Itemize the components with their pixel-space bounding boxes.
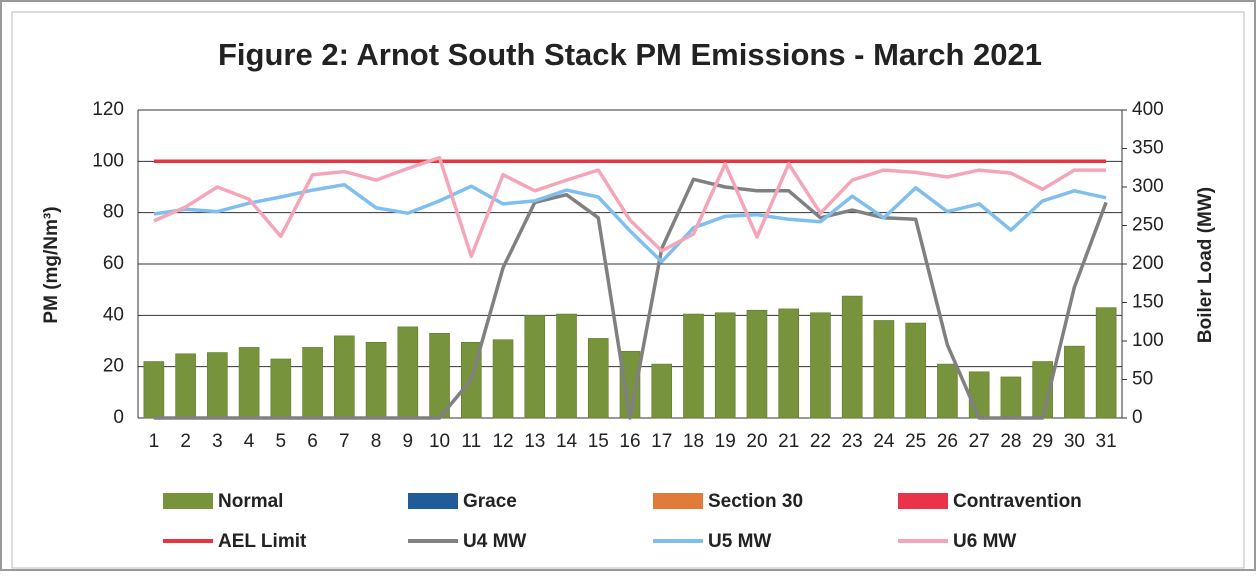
x-tick-label: 20 (746, 431, 767, 452)
bar (778, 308, 800, 419)
legend-swatch (898, 493, 948, 509)
x-tick-label: 24 (873, 431, 895, 452)
legend-label: U5 MW (708, 531, 771, 552)
line-series (153, 182, 1107, 264)
y2-tick-label: 350 (1132, 138, 1164, 159)
y-tick-label: 80 (103, 202, 124, 223)
bar (746, 309, 768, 419)
bar (524, 315, 546, 419)
x-tick-label: 1 (149, 431, 160, 452)
legend-label: U4 MW (463, 531, 526, 552)
bar (873, 320, 895, 419)
y-tick-label: 120 (92, 99, 124, 120)
x-tick-label: 22 (810, 431, 831, 452)
x-tick-label: 3 (212, 431, 223, 452)
x-tick-label: 27 (969, 431, 990, 452)
x-tick-label: 26 (937, 431, 958, 452)
bar (810, 312, 831, 419)
y2-tick-label: 50 (1132, 369, 1153, 390)
x-tick-label: 10 (429, 431, 450, 452)
x-tick-label: 15 (588, 431, 609, 452)
x-tick-label: 6 (307, 431, 318, 452)
y2-tick-label: 400 (1132, 99, 1164, 120)
y-axis-title: PM (mg/Nm³) (41, 206, 62, 323)
x-tick-label: 7 (339, 431, 350, 452)
bar (334, 335, 355, 419)
y2-tick-label: 250 (1132, 215, 1164, 236)
line-series (153, 177, 1108, 420)
bar (1095, 307, 1117, 419)
bar (143, 361, 165, 419)
bar (587, 338, 609, 419)
legend-label: U6 MW (953, 531, 1016, 552)
chart-border (11, 11, 1245, 569)
y2-tick-label: 100 (1132, 330, 1164, 351)
bar (492, 339, 514, 419)
x-tick-label: 28 (1000, 431, 1021, 452)
bar (1000, 376, 1022, 419)
bar (270, 358, 292, 419)
y2-axis-title: Boiler Load (MW) (1195, 187, 1216, 343)
x-tick-label: 4 (244, 431, 255, 452)
legend-swatch (163, 493, 213, 509)
x-tick-label: 13 (524, 431, 545, 452)
y2-tick-label: 200 (1132, 253, 1164, 274)
y-tick-label: 20 (103, 356, 124, 377)
bar (238, 347, 260, 419)
legend-label: Normal (218, 491, 283, 512)
bar (651, 363, 673, 419)
y-tick-label: 60 (103, 253, 124, 274)
y2-tick-label: 150 (1132, 292, 1164, 313)
x-tick-label: 25 (905, 431, 926, 452)
legend-swatch (408, 493, 458, 509)
x-tick-label: 21 (778, 431, 799, 452)
x-tick-label: 11 (461, 431, 481, 452)
line-series (153, 155, 1107, 259)
legend-label: Contravention (953, 491, 1082, 512)
x-tick-label: 12 (492, 431, 513, 452)
x-tick-label: 16 (619, 431, 640, 452)
x-tick-label: 30 (1064, 431, 1085, 452)
bar (365, 341, 387, 419)
bar (968, 371, 990, 419)
y-tick-label: 40 (103, 304, 124, 325)
x-tick-label: 31 (1096, 431, 1117, 452)
y2-tick-label: 300 (1132, 176, 1164, 197)
bar (841, 295, 863, 419)
x-tick-label: 18 (683, 431, 704, 452)
legend-swatch (653, 493, 703, 509)
x-tick-label: 14 (556, 431, 578, 452)
x-tick-label: 23 (842, 431, 863, 452)
legend-label: Grace (463, 491, 517, 512)
y-tick-label: 0 (113, 407, 124, 428)
bar (397, 326, 419, 419)
x-tick-label: 19 (715, 431, 736, 452)
bar (937, 363, 958, 419)
x-tick-label: 9 (403, 431, 414, 452)
y-tick-label: 100 (92, 150, 124, 171)
bar (429, 332, 450, 419)
x-tick-label: 5 (276, 431, 287, 452)
bar (1064, 345, 1085, 419)
x-tick-label: 8 (371, 431, 382, 452)
bar (683, 313, 704, 419)
legend-label: AEL Limit (218, 531, 307, 552)
bar (175, 353, 196, 419)
x-tick-label: 17 (651, 431, 672, 452)
bar (714, 312, 736, 419)
x-tick-label: 2 (180, 431, 191, 452)
bar (556, 313, 577, 419)
bar (302, 347, 323, 419)
bar (905, 322, 926, 419)
y2-tick-label: 0 (1132, 407, 1143, 428)
x-tick-label: 29 (1032, 431, 1053, 452)
legend-label: Section 30 (708, 491, 803, 512)
chart-title: Figure 2: Arnot South Stack PM Emissions… (218, 37, 1042, 72)
bar (207, 352, 228, 419)
